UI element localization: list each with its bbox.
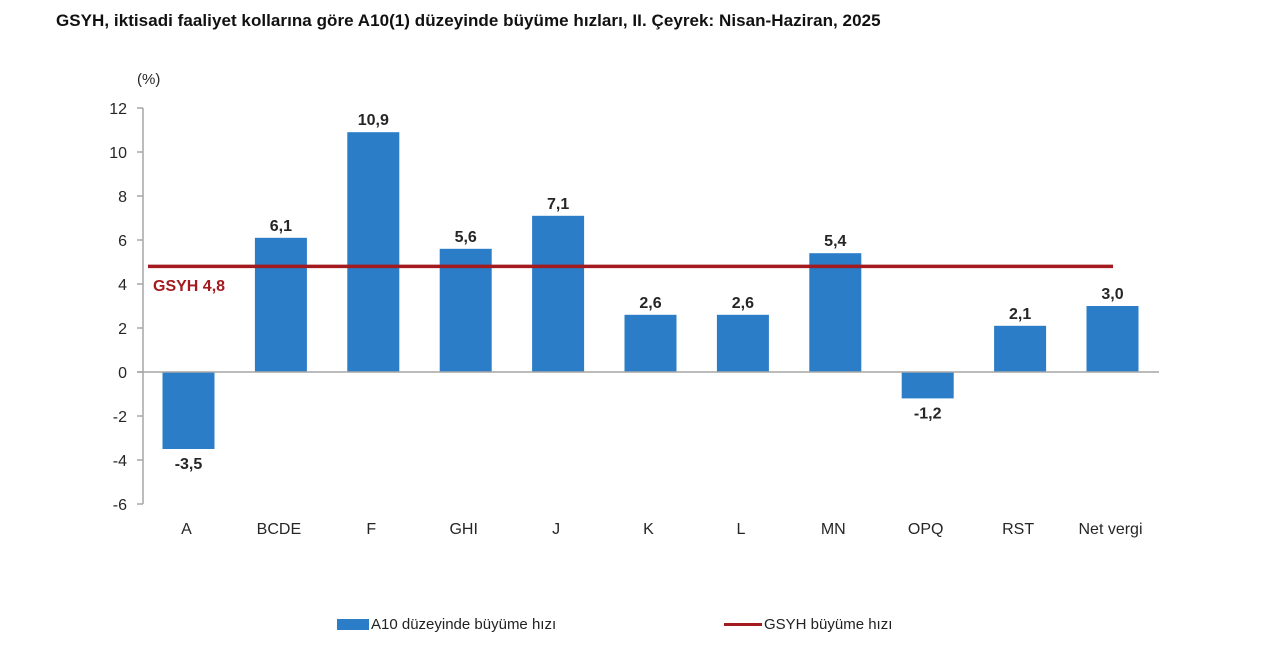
y-tick-label: 10: [109, 145, 127, 162]
bar-value-label: -1,2: [914, 405, 942, 422]
x-tick-label: A: [181, 521, 192, 538]
bar-value-label: -3,5: [175, 456, 203, 473]
bar-value-label: 10,9: [358, 112, 389, 129]
bar-net-vergi: [1086, 306, 1139, 372]
bar-value-label: 2,1: [1009, 306, 1031, 323]
legend-line-swatch-icon: [724, 623, 762, 626]
y-tick-label: 8: [118, 189, 127, 206]
y-tick-label: -2: [113, 409, 127, 426]
x-tick-label: OPQ: [908, 521, 944, 538]
y-axis-unit-label: (%): [137, 71, 160, 88]
x-tick-label: Net vergi: [1078, 521, 1142, 538]
bar-rst: [994, 325, 1047, 372]
chart-title: GSYH, iktisadi faaliyet kollarına göre A…: [56, 11, 881, 30]
legend-line-label: GSYH büyüme hızı: [764, 616, 893, 633]
legend-bar-label: A10 düzeyinde büyüme hızı: [371, 616, 557, 633]
bar-a: [162, 372, 215, 449]
y-tick-label: 6: [118, 233, 127, 250]
bar-l: [716, 314, 769, 372]
bar-value-label: 2,6: [639, 295, 661, 312]
x-tick-label: F: [366, 521, 376, 538]
legend: A10 düzeyinde büyüme hızı GSYH büyüme hı…: [0, 614, 1280, 644]
x-tick-label: MN: [821, 521, 846, 538]
bar-ghi: [439, 248, 492, 372]
y-tick-label: -4: [113, 453, 127, 470]
bar-opq: [901, 372, 954, 399]
x-tick-label: J: [552, 521, 560, 538]
y-tick-label: 12: [109, 101, 127, 118]
y-tick-label: -6: [113, 497, 127, 514]
y-tick-label: 0: [118, 365, 127, 382]
x-tick-label: GHI: [449, 521, 477, 538]
legend-item-bars: A10 düzeyinde büyüme hızı: [337, 616, 556, 633]
y-tick-label: 2: [118, 321, 127, 338]
bar-value-label: 2,6: [732, 295, 754, 312]
bar-value-label: 5,4: [824, 233, 846, 250]
bar-value-label: 5,6: [455, 229, 477, 246]
gdp-growth-annotation: GSYH 4,8: [153, 278, 225, 295]
bar-value-label: 3,0: [1101, 286, 1123, 303]
x-tick-label: BCDE: [257, 521, 301, 538]
bar-value-label: 7,1: [547, 196, 569, 213]
bar-k: [624, 314, 677, 372]
legend-item-line: GSYH büyüme hızı: [724, 616, 892, 633]
bar-value-label: 6,1: [270, 218, 292, 235]
x-tick-label: K: [643, 521, 654, 538]
bar-mn: [809, 253, 862, 372]
bar-j: [532, 215, 585, 372]
bar-f: [347, 132, 400, 372]
bar-bcde: [254, 237, 307, 372]
y-tick-label: 4: [118, 277, 127, 294]
x-tick-label: L: [736, 521, 745, 538]
x-tick-label: RST: [1002, 521, 1034, 538]
legend-bar-swatch-icon: [337, 619, 369, 630]
